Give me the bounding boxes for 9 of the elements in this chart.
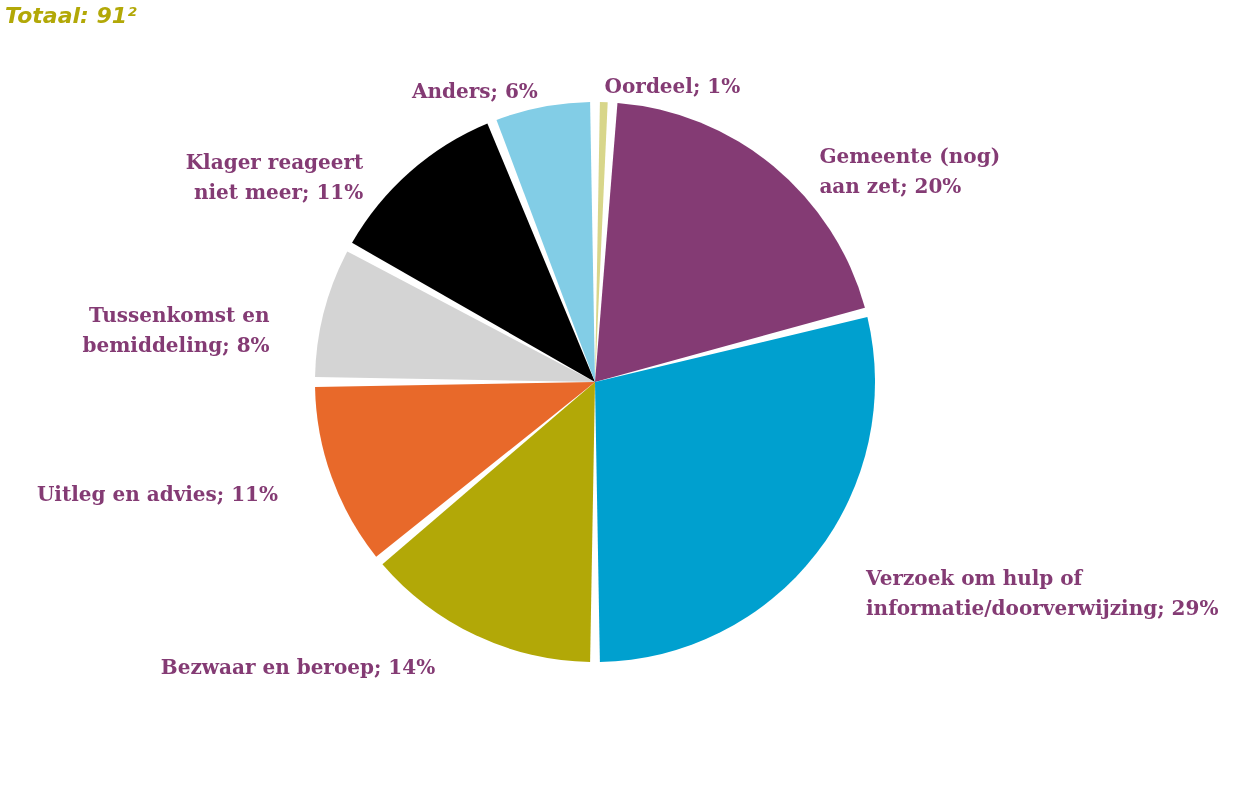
slice-label: Verzoek om hulp of informatie/doorverwijzing; 29%	[865, 565, 1219, 620]
slice-label: Oordeel; 1%	[604, 74, 741, 99]
chart-title: Totaal: 91²	[5, 3, 138, 28]
slice-label: Bezwaar en beroep; 14%	[160, 654, 436, 679]
slice-label: Klager reageert niet meer; 11%	[185, 150, 365, 205]
slice-label: Uitleg en advies; 11%	[36, 482, 279, 507]
slice-label: Anders; 6%	[411, 79, 538, 104]
slice-label: Gemeente (nog) aan zet; 20%	[819, 143, 1001, 198]
slice-label: Tussenkomst en bemiddeling; 8%	[82, 303, 271, 358]
